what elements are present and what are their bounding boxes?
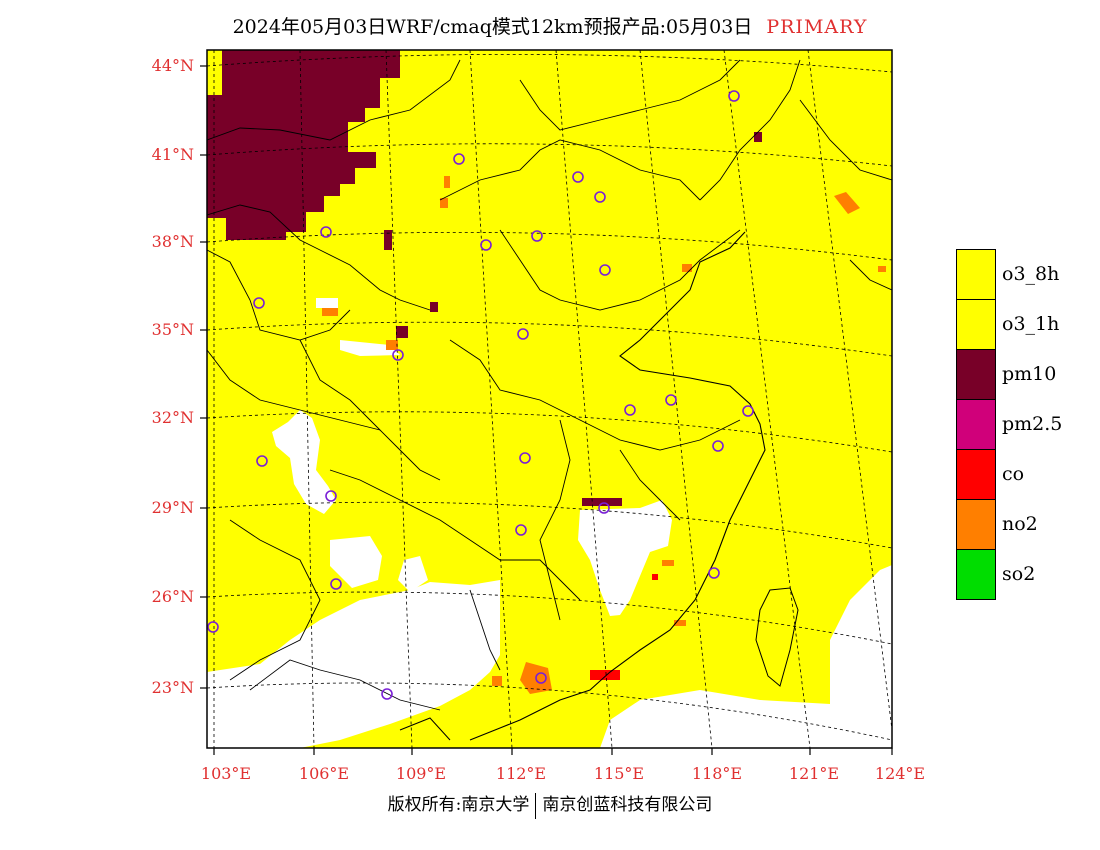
lon-label-124e: 124°E <box>874 764 926 783</box>
legend-swatch <box>956 249 996 299</box>
legend-swatch <box>956 399 996 449</box>
map-title: 2024年05月03日WRF/cmaq模式12km预报产品:05月03日 PRIM… <box>0 12 1100 39</box>
co-hotspot-shenzhen <box>590 670 620 680</box>
pm10-region-northwest <box>207 50 400 240</box>
site-markers <box>207 90 754 700</box>
lat-label-41n: 41°N <box>151 145 194 164</box>
hainan-outline <box>399 717 451 741</box>
lon-label-115e: 115°E <box>593 764 645 783</box>
lon-label-106e: 106°E <box>298 764 350 783</box>
legend-swatch <box>956 449 996 499</box>
axis-ticks <box>200 65 893 755</box>
lat-label-26n: 26°N <box>151 587 194 606</box>
pm10-patch <box>430 302 438 312</box>
clean-region-small <box>398 556 428 592</box>
pm10-patch <box>396 326 408 338</box>
legend-swatch <box>956 299 996 349</box>
clean-patch <box>316 298 338 308</box>
legend-label: pm2.5 <box>1002 413 1063 435</box>
map-frame <box>206 49 893 749</box>
pm10-patch <box>384 230 392 250</box>
legend-label: co <box>1002 463 1025 485</box>
legend-label: no2 <box>1002 513 1038 535</box>
lon-label-118e: 118°E <box>691 764 743 783</box>
lon-label-109e: 109°E <box>395 764 447 783</box>
clean-region-guangxi <box>207 580 500 748</box>
clean-region-south-sea <box>600 565 892 748</box>
legend-label: o3_1h <box>1002 313 1060 335</box>
title-primary-tag: PRIMARY <box>766 16 868 38</box>
lat-label-32n: 32°N <box>151 408 194 427</box>
coastline <box>469 231 766 741</box>
pm10-patch <box>754 132 762 142</box>
admin-boundaries <box>207 59 892 711</box>
no2-patch <box>682 264 692 272</box>
no2-hotspot-dalian <box>834 192 860 214</box>
legend-label: so2 <box>1002 563 1036 585</box>
copyright-footer: 版权所有:南京大学 南京创蓝科技有限公司 <box>0 790 1100 819</box>
no2-patch <box>322 308 338 316</box>
co-patch <box>652 574 658 580</box>
no2-patch <box>440 198 448 208</box>
clean-region-sichuan <box>272 410 336 514</box>
title-text: 2024年05月03日WRF/cmaq模式12km预报产品:05月03日 <box>232 16 753 38</box>
no2-patch <box>662 560 674 566</box>
clean-region-jiangxi <box>578 500 672 616</box>
clean-region-gansu <box>340 340 400 356</box>
lat-label-29n: 29°N <box>151 498 194 517</box>
legend-swatch <box>956 349 996 399</box>
copyright-owner: 版权所有:南京大学 <box>387 795 530 815</box>
no2-patch <box>386 340 398 350</box>
no2-patch <box>674 620 686 626</box>
legend-label: pm10 <box>1002 363 1057 385</box>
legend-swatch <box>956 499 996 549</box>
lat-label-38n: 38°N <box>151 232 194 251</box>
lon-label-112e: 112°E <box>495 764 547 783</box>
no2-patch <box>492 676 502 686</box>
taiwan-outline <box>755 587 799 687</box>
lat-label-35n: 35°N <box>151 320 194 339</box>
lon-label-121e: 121°E <box>788 764 840 783</box>
clean-region-guizhou <box>330 536 382 588</box>
copyright-company: 南京创蓝科技有限公司 <box>542 795 713 815</box>
copyright-separator <box>535 792 537 819</box>
lat-label-23n: 23°N <box>151 678 194 697</box>
no2-patch <box>444 176 450 188</box>
no2-patch <box>878 266 886 272</box>
lon-label-103e: 103°E <box>200 764 252 783</box>
lat-label-44n: 44°N <box>151 56 194 75</box>
legend-swatch <box>956 549 996 600</box>
legend-label: o3_8h <box>1002 263 1060 285</box>
pm10-patch <box>582 498 622 506</box>
